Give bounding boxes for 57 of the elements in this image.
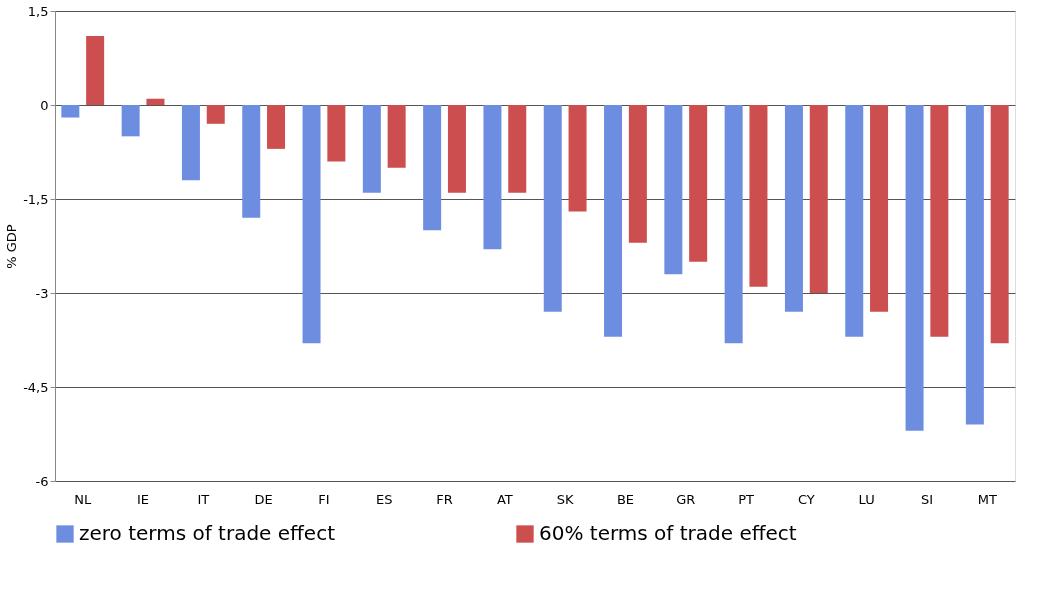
bar: [870, 105, 889, 312]
x-tick-label: SI: [920, 491, 934, 507]
bar: [146, 98, 165, 105]
x-tick-label: IE: [137, 491, 150, 507]
bar: [990, 105, 1009, 344]
bar: [784, 105, 803, 312]
bar: [809, 105, 828, 293]
bar: [206, 105, 225, 124]
bar: [86, 36, 105, 105]
y-tick-label: -3: [35, 285, 49, 301]
x-tick-label: CY: [797, 491, 815, 507]
x-tick-label: AT: [496, 491, 513, 507]
bar: [61, 105, 80, 118]
x-tick-label: IT: [197, 491, 210, 507]
x-tick-label: FR: [436, 491, 453, 507]
bar: [543, 105, 562, 312]
bar: [689, 105, 708, 262]
bar: [267, 105, 286, 149]
bar: [965, 105, 984, 425]
bar: [604, 105, 623, 337]
bar: [905, 105, 924, 431]
bar: [447, 105, 466, 193]
bar: [181, 105, 200, 181]
bar: [387, 105, 406, 168]
y-tick-label: -6: [35, 473, 49, 489]
x-tick-label: LU: [858, 491, 875, 507]
y-tick-label: 1,5: [27, 3, 49, 19]
bar: [749, 105, 768, 287]
x-tick-label: DE: [254, 491, 273, 507]
bar: [302, 105, 321, 344]
x-tick-label: ES: [376, 491, 393, 507]
x-tick-label: NL: [74, 491, 92, 507]
bar: [423, 105, 442, 231]
bar: [930, 105, 949, 337]
bar: [483, 105, 502, 250]
bar: [508, 105, 527, 193]
bar: [362, 105, 381, 193]
bar: [242, 105, 261, 218]
legend-label: zero terms of trade effect: [79, 521, 336, 545]
bar: [845, 105, 864, 337]
x-tick-label: PT: [738, 491, 754, 507]
bar: [568, 105, 587, 212]
y-tick-label: -1,5: [23, 191, 49, 207]
y-tick-label: -4,5: [23, 379, 49, 395]
y-tick-label: 0: [40, 97, 49, 113]
x-tick-label: GR: [676, 491, 696, 507]
x-tick-label: BE: [616, 491, 635, 507]
x-tick-label: SK: [556, 491, 575, 507]
x-tick-label: FI: [318, 491, 330, 507]
bar: [121, 105, 140, 137]
x-tick-label: MT: [977, 491, 997, 507]
legend-label: 60% terms of trade effect: [539, 521, 797, 545]
bar: [327, 105, 346, 162]
bar: [628, 105, 647, 243]
y-axis-title: % GDP: [4, 224, 20, 269]
bar: [724, 105, 743, 344]
bar: [664, 105, 683, 275]
